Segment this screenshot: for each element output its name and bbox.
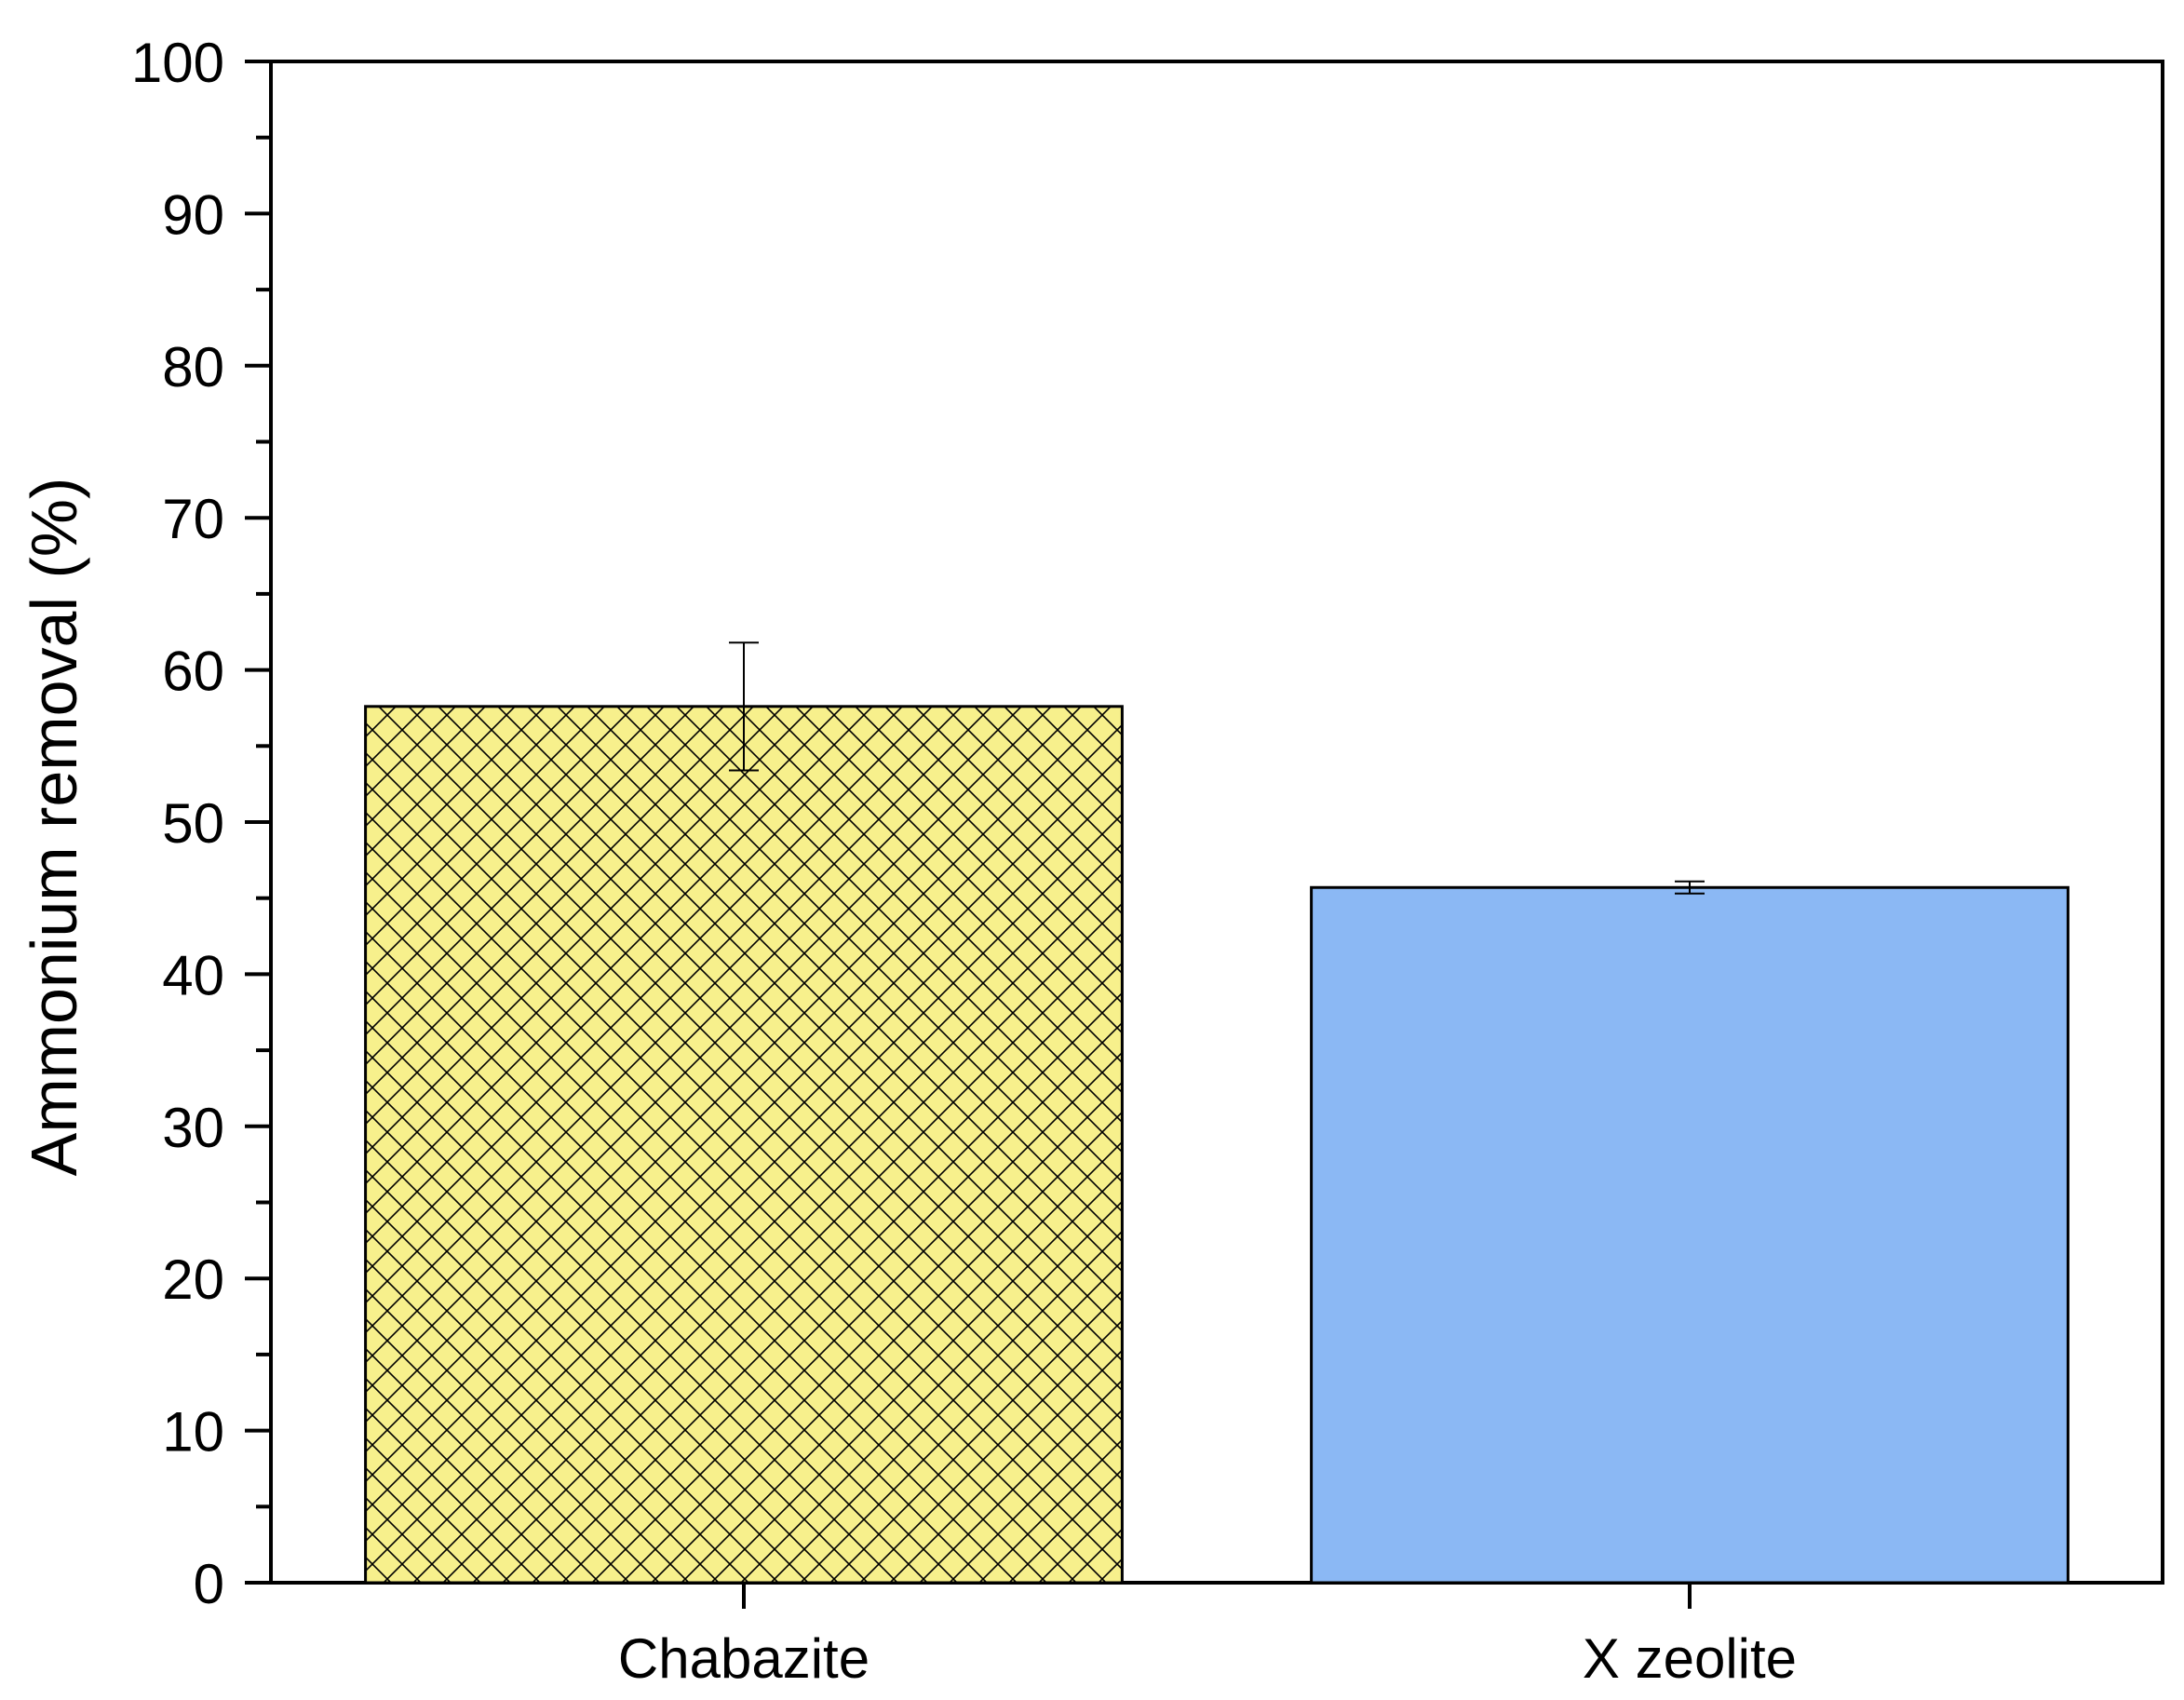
y-tick-label: 20 xyxy=(162,1248,224,1311)
y-tick-label: 30 xyxy=(162,1097,224,1159)
y-tick-label: 50 xyxy=(162,792,224,855)
bar-hatch xyxy=(365,706,1123,1583)
x-tick-label: Chabazite xyxy=(618,1627,870,1690)
y-tick-label: 40 xyxy=(162,944,224,1006)
y-tick-label: 100 xyxy=(131,32,224,94)
bar-fill xyxy=(1311,887,2069,1583)
bars-group xyxy=(364,705,2069,1585)
y-axis: 0 10 20 30 40 50 60 70 80 90 100 xyxy=(131,32,271,1615)
y-tick-label: 90 xyxy=(162,183,224,246)
x-axis: Chabazite X zeolite xyxy=(618,1583,1797,1690)
y-tick-label: 80 xyxy=(162,336,224,398)
y-tick-label: 10 xyxy=(162,1401,224,1464)
y-tick-label: 70 xyxy=(162,488,224,550)
error-bars-group xyxy=(729,641,1705,895)
y-tick-label: 0 xyxy=(194,1553,224,1615)
y-axis-label: Ammonium removal (%) xyxy=(18,478,90,1177)
y-tick-label: 60 xyxy=(162,641,224,703)
x-tick-label: X zeolite xyxy=(1583,1627,1797,1690)
